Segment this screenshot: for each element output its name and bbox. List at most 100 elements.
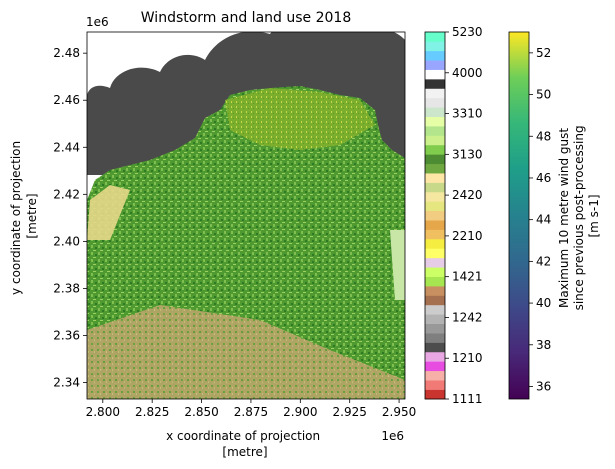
landuse-color-segment: [425, 154, 445, 165]
x-tick-label: 2.850: [184, 405, 218, 419]
y-axis-ticks: 2.34 2.36 2.38 2.40 2.42 2.44 2.46 2.48: [53, 46, 87, 390]
x-axis-label-line1: x coordinate of projection: [166, 429, 320, 443]
landuse-tick-label: 1242: [452, 310, 483, 324]
x-tick-label: 2.800: [86, 405, 120, 419]
x-tick-label: 2.950: [382, 405, 416, 419]
landuse-color-segment: [425, 126, 445, 136]
y-axis-label: y coordinate of projection [metre]: [9, 137, 39, 295]
landuse-color-segment: [425, 79, 445, 89]
landuse-tick-label: 2420: [452, 188, 483, 202]
landuse-color-segment: [425, 32, 445, 42]
landuse-tick-label: 1111: [452, 392, 483, 406]
landuse-color-segment: [425, 389, 445, 400]
x-axis-ticks: 2.800 2.825 2.850 2.875 2.900 2.925 2.950: [86, 399, 416, 419]
landuse-color-segment: [425, 286, 445, 296]
wind-tick-label: 50: [536, 88, 551, 102]
landuse-color-segment: [425, 342, 445, 353]
wind-tick-label: 52: [536, 46, 551, 60]
landuse-tick-label: 2210: [452, 229, 483, 243]
landuse-color-segment: [425, 163, 445, 174]
y-axis-label-line2: [metre]: [25, 193, 39, 238]
landuse-color-segment: [425, 333, 445, 343]
x-tick-label: 2.825: [135, 405, 169, 419]
wind-tick-label: 42: [536, 254, 551, 268]
x-offset-label: 1e6: [381, 429, 404, 443]
y-tick-label: 2.46: [53, 93, 80, 107]
landuse-color-segment: [425, 351, 445, 362]
landuse-color-segment: [425, 239, 445, 249]
landuse-tick-label: 3130: [452, 147, 483, 161]
x-axis-label: x coordinate of projection [metre]: [166, 429, 324, 459]
y-tick-label: 2.38: [53, 281, 80, 295]
landuse-color-segment: [425, 69, 445, 80]
x-tick-label: 2.900: [283, 405, 317, 419]
landuse-color-segment: [425, 380, 445, 390]
landuse-color-segment: [425, 191, 445, 202]
chart-title: Windstorm and land use 2018: [141, 10, 351, 26]
wind-tick-label: 44: [536, 213, 551, 227]
landuse-tan-area: [87, 305, 405, 399]
y-tick-label: 2.42: [53, 187, 80, 201]
landuse-color-segment: [425, 210, 445, 221]
map-raster: [87, 32, 405, 399]
landuse-color-segment: [425, 248, 445, 259]
landuse-color-segment: [425, 314, 445, 325]
wind-tick-label: 46: [536, 171, 551, 185]
wind-colorbar: [508, 31, 530, 400]
landuse-color-segment: [425, 361, 445, 372]
wind-tick-label: 48: [536, 129, 551, 143]
y-axis-label-line1: y coordinate of projection: [9, 141, 23, 295]
landuse-color-segment: [425, 144, 445, 155]
landuse-tick-label: 3310: [452, 107, 483, 121]
landuse-tick-label: 1421: [452, 270, 483, 284]
landuse-color-segment: [425, 267, 445, 277]
axes-frame: [86, 31, 406, 400]
landuse-color-segment: [425, 220, 445, 230]
x-axis-label-line2: [metre]: [222, 445, 267, 459]
landuse-pale-strip: [390, 230, 405, 300]
wind-tick-label: 40: [536, 296, 551, 310]
landuse-colorbar-frame: [424, 31, 446, 400]
landuse-color-segment: [425, 182, 445, 193]
landuse-color-segment: [425, 201, 445, 212]
landuse-tick-label: 1210: [452, 351, 483, 365]
landuse-light-band: [87, 185, 130, 240]
y-offset-label: 1e6: [86, 15, 109, 29]
wind-colorbar-label-line2: since previous post-processing: [572, 125, 586, 310]
landuse-colorbar-ticks: 1111 1210 1242 1421 2210 2420 3130 3310 4000 5230: [445, 25, 483, 406]
landuse-color-segment: [425, 173, 445, 183]
landuse-color-segment: [425, 107, 445, 117]
landuse-tick-label: 4000: [452, 66, 483, 80]
landuse-color-segment: [425, 257, 445, 268]
wind-tick-label: 36: [536, 379, 551, 393]
landuse-color-segment: [425, 276, 445, 287]
landuse-color-segment: [425, 50, 445, 61]
landuse-color-segment: [425, 41, 445, 52]
landuse-tick-label: 5230: [452, 25, 483, 39]
x-tick-label: 2.875: [234, 405, 268, 419]
landuse-color-segment: [425, 295, 445, 306]
landuse-color-segment: [425, 97, 445, 108]
landuse-color-segment: [425, 304, 445, 315]
wind-colorbar-label: Maximum 10 metre wind gust since previou…: [557, 122, 601, 311]
x-tick-label: 2.925: [333, 405, 367, 419]
landuse-color-segment: [425, 370, 445, 381]
landuse-color-segment: [425, 116, 445, 127]
landuse-olive-area: [225, 88, 375, 150]
wind-colorbar-label-line1: Maximum 10 metre wind gust: [557, 128, 571, 308]
wind-tick-label: 38: [536, 338, 551, 352]
wind-colorbar-ticks: 36 38 40 42 44 46 48 50 52: [529, 46, 551, 393]
wind-colorbar-label-line3: [m s-1]: [587, 194, 601, 237]
landuse-color-segment: [425, 323, 445, 334]
y-tick-label: 2.44: [53, 140, 80, 154]
landuse-color-segment: [425, 135, 445, 146]
landuse-color-segment: [425, 229, 445, 240]
landuse-colorbar: [425, 32, 445, 400]
landuse-color-segment: [425, 88, 445, 99]
y-tick-label: 2.48: [53, 46, 80, 60]
landuse-color-segment: [425, 60, 445, 70]
y-tick-label: 2.34: [53, 376, 80, 390]
y-tick-label: 2.36: [53, 328, 80, 342]
y-tick-label: 2.40: [53, 234, 80, 248]
